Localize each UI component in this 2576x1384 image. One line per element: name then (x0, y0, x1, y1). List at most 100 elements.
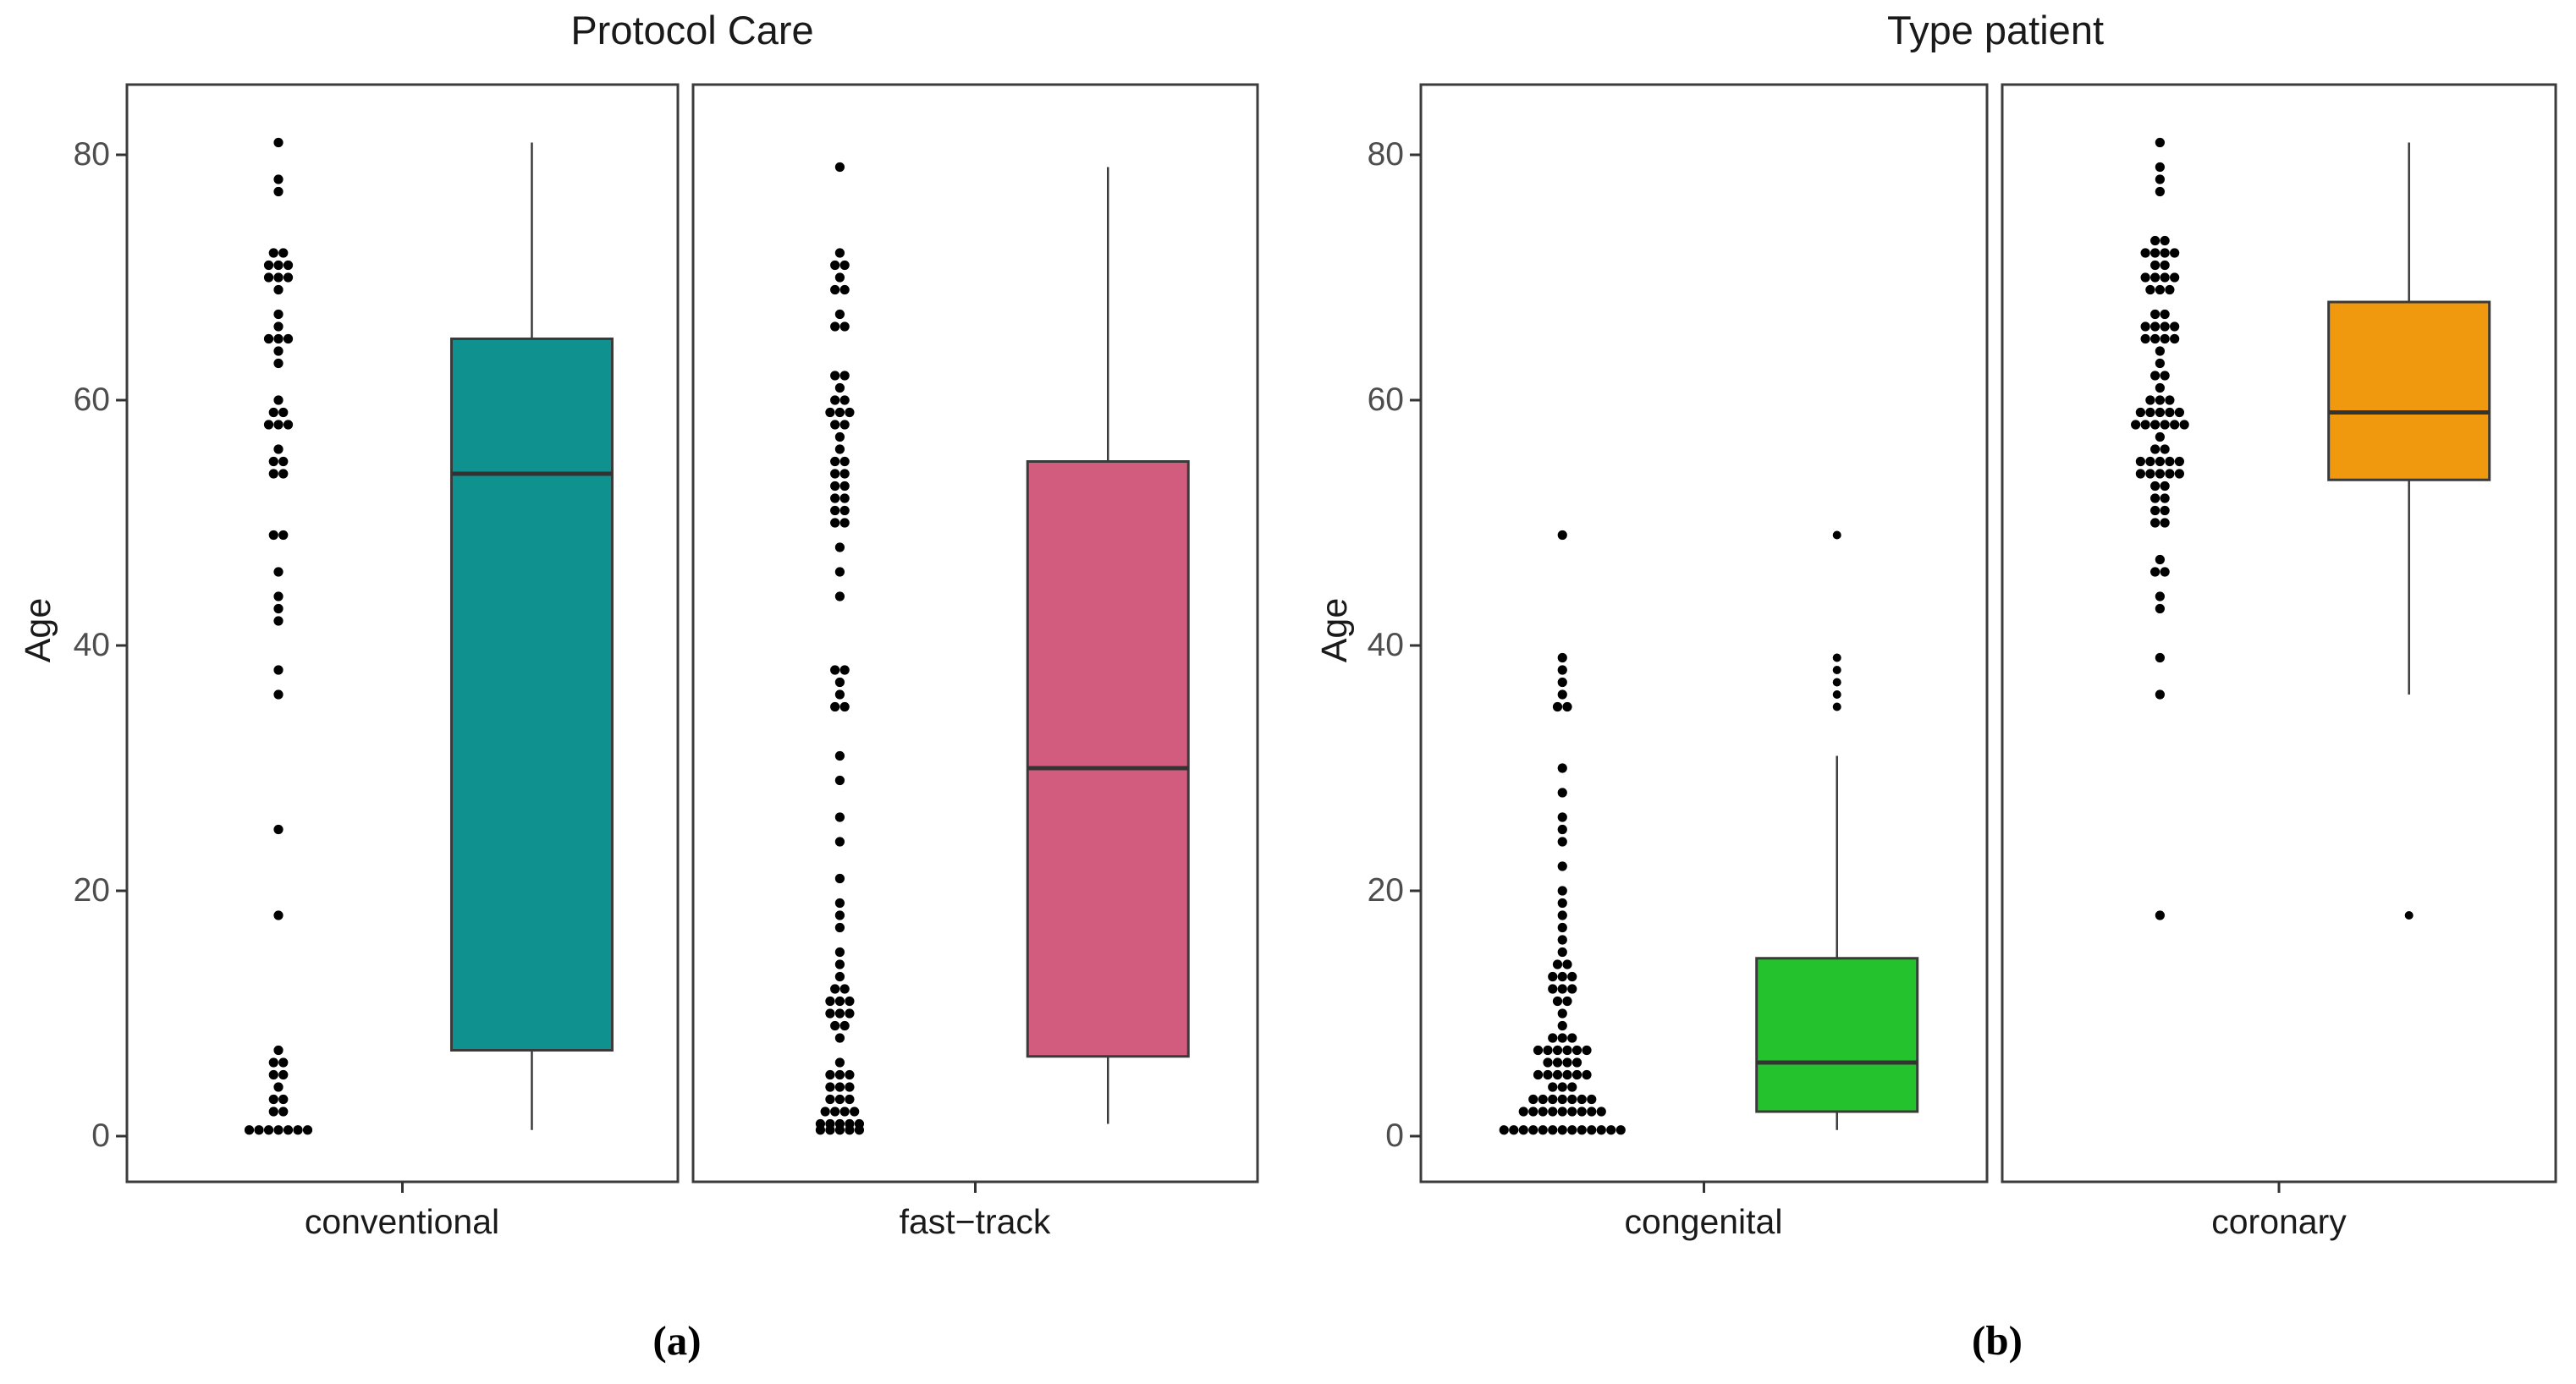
data-point-dot (273, 174, 283, 184)
data-point-dot (273, 420, 283, 430)
data-point-dot (834, 382, 845, 393)
data-point-dot (1567, 1107, 1577, 1117)
data-point-dot (830, 493, 840, 503)
facet-panel-border (2001, 83, 2557, 1184)
data-point-dot (273, 321, 283, 332)
data-point-dot (839, 395, 850, 405)
data-point-dot (1557, 1094, 1567, 1105)
data-point-dot (2150, 444, 2160, 454)
data-point-dot (283, 260, 294, 271)
panel-b-ytick-20: 20 (1367, 872, 1404, 909)
data-point-dot (830, 321, 840, 332)
data-point-dot (1533, 1045, 1544, 1056)
data-point-dot (2150, 493, 2160, 503)
data-point-dot (825, 1082, 835, 1092)
data-point-dot (293, 1125, 303, 1135)
data-point-dot (839, 493, 850, 503)
data-point-dot (839, 518, 850, 528)
data-point-dot (2145, 395, 2155, 405)
data-point-dot (1587, 1125, 1597, 1135)
data-point-dot (839, 481, 850, 492)
data-point-dot (1567, 1094, 1577, 1105)
subfigure-tag-a: (a) (652, 1317, 702, 1364)
data-point-dot (834, 444, 845, 454)
data-point-dot (268, 530, 278, 541)
data-point-dot (839, 984, 850, 994)
data-point-dot (1552, 701, 1563, 712)
data-point-dot (273, 444, 283, 454)
data-point-dot (268, 1069, 278, 1080)
data-point-dot (854, 1125, 865, 1135)
panel-a-ytick-80: 80 (73, 136, 110, 173)
data-point-dot (834, 971, 845, 982)
data-point-dot (1543, 1057, 1553, 1068)
data-point-dot (263, 420, 274, 430)
data-point-dot (2150, 260, 2160, 271)
facet-label-fast-track: fast−track (899, 1202, 1051, 1241)
data-point-dot (2160, 333, 2170, 344)
data-point-dot (273, 616, 283, 626)
data-point-dot (278, 469, 289, 479)
data-point-dot (830, 701, 840, 712)
data-point-dot (278, 1107, 289, 1117)
data-point-dot (273, 910, 283, 920)
data-point-dot (834, 1057, 845, 1068)
data-point-dot (834, 248, 845, 258)
data-point-dot (273, 1082, 283, 1092)
data-point-dot (830, 395, 840, 405)
data-point-dot (1557, 652, 1567, 663)
data-point-dot (2165, 284, 2175, 295)
panel-a-ytick-60: 60 (73, 382, 110, 418)
data-point-dot (2174, 456, 2184, 467)
data-point-dot (2150, 309, 2160, 320)
box-congenital (1755, 957, 1919, 1113)
data-point-dot (268, 469, 278, 479)
box-fast-track (1026, 460, 1190, 1058)
data-point-dot (1528, 1125, 1538, 1135)
data-point-dot (1557, 947, 1567, 958)
data-point-dot (830, 456, 840, 467)
outlier-dot (1832, 678, 1841, 687)
data-point-dot (2170, 248, 2180, 258)
data-point-dot (2160, 493, 2170, 503)
data-point-dot (830, 1107, 840, 1117)
data-point-dot (263, 1125, 274, 1135)
data-point-dot (2155, 395, 2165, 405)
data-point-dot (830, 665, 840, 675)
data-point-dot (2174, 407, 2184, 418)
data-point-dot (273, 591, 283, 601)
data-point-dot (2165, 395, 2175, 405)
data-point-dot (2160, 371, 2170, 381)
data-point-dot (2174, 469, 2184, 479)
data-point-dot (2145, 469, 2155, 479)
data-point-dot (834, 567, 845, 577)
data-point-dot (278, 1094, 289, 1105)
data-point-dot (2140, 420, 2150, 430)
data-point-dot (1557, 812, 1567, 822)
data-point-dot (278, 530, 289, 541)
data-point-dot (2150, 505, 2160, 516)
data-point-dot (1548, 1125, 1558, 1135)
data-point-dot (1562, 1045, 1572, 1056)
data-point-dot (283, 333, 294, 344)
data-point-dot (2165, 407, 2175, 418)
data-point-dot (1557, 837, 1567, 847)
data-point-dot (839, 284, 850, 295)
data-point-dot (2155, 137, 2165, 148)
data-point-dot (244, 1125, 255, 1135)
data-point-dot (830, 481, 840, 492)
data-point-dot (1596, 1125, 1606, 1135)
data-point-dot (2155, 431, 2165, 442)
data-point-dot (839, 260, 850, 271)
data-point-dot (834, 1069, 845, 1080)
data-point-dot (834, 272, 845, 283)
data-point-dot (1567, 1125, 1577, 1135)
data-point-dot (845, 996, 855, 1007)
data-point-dot (273, 260, 283, 271)
data-point-dot (834, 947, 845, 958)
data-point-dot (1557, 861, 1567, 871)
data-point-dot (2155, 469, 2165, 479)
data-point-dot (825, 1125, 835, 1135)
data-point-dot (278, 1057, 289, 1068)
data-point-dot (273, 186, 283, 197)
